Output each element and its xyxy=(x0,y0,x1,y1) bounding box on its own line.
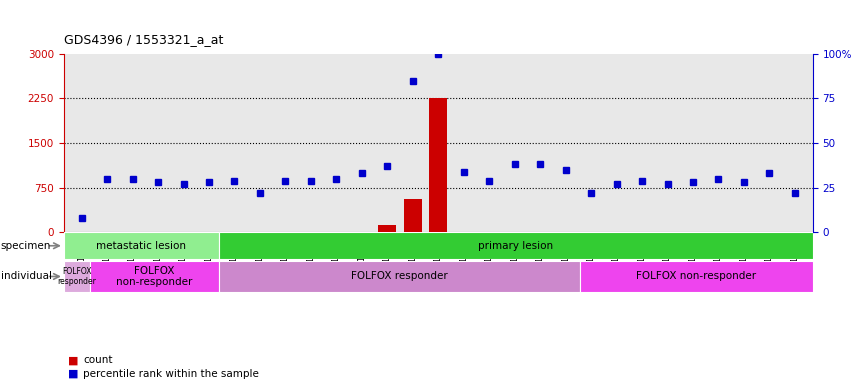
Bar xyxy=(89,261,219,292)
Bar xyxy=(404,199,422,232)
Text: count: count xyxy=(83,356,113,366)
Bar xyxy=(379,225,397,232)
Bar xyxy=(219,232,813,259)
Bar xyxy=(580,261,813,292)
Text: individual: individual xyxy=(1,271,52,281)
Text: FOLFOX non-responder: FOLFOX non-responder xyxy=(637,271,757,281)
Bar xyxy=(64,232,219,259)
Text: percentile rank within the sample: percentile rank within the sample xyxy=(83,369,260,379)
Text: FOLFOX responder: FOLFOX responder xyxy=(351,271,448,281)
Text: primary lesion: primary lesion xyxy=(478,241,553,251)
Text: ■: ■ xyxy=(68,356,78,366)
Text: specimen: specimen xyxy=(1,241,51,251)
Bar xyxy=(430,98,447,232)
Bar xyxy=(219,261,580,292)
Bar xyxy=(64,261,89,292)
Text: FOLFOX
non-responder: FOLFOX non-responder xyxy=(116,266,192,287)
Text: GDS4396 / 1553321_a_at: GDS4396 / 1553321_a_at xyxy=(64,33,223,46)
Text: metastatic lesion: metastatic lesion xyxy=(96,241,186,251)
Text: ■: ■ xyxy=(68,369,78,379)
Text: FOLFOX
responder: FOLFOX responder xyxy=(57,267,96,286)
